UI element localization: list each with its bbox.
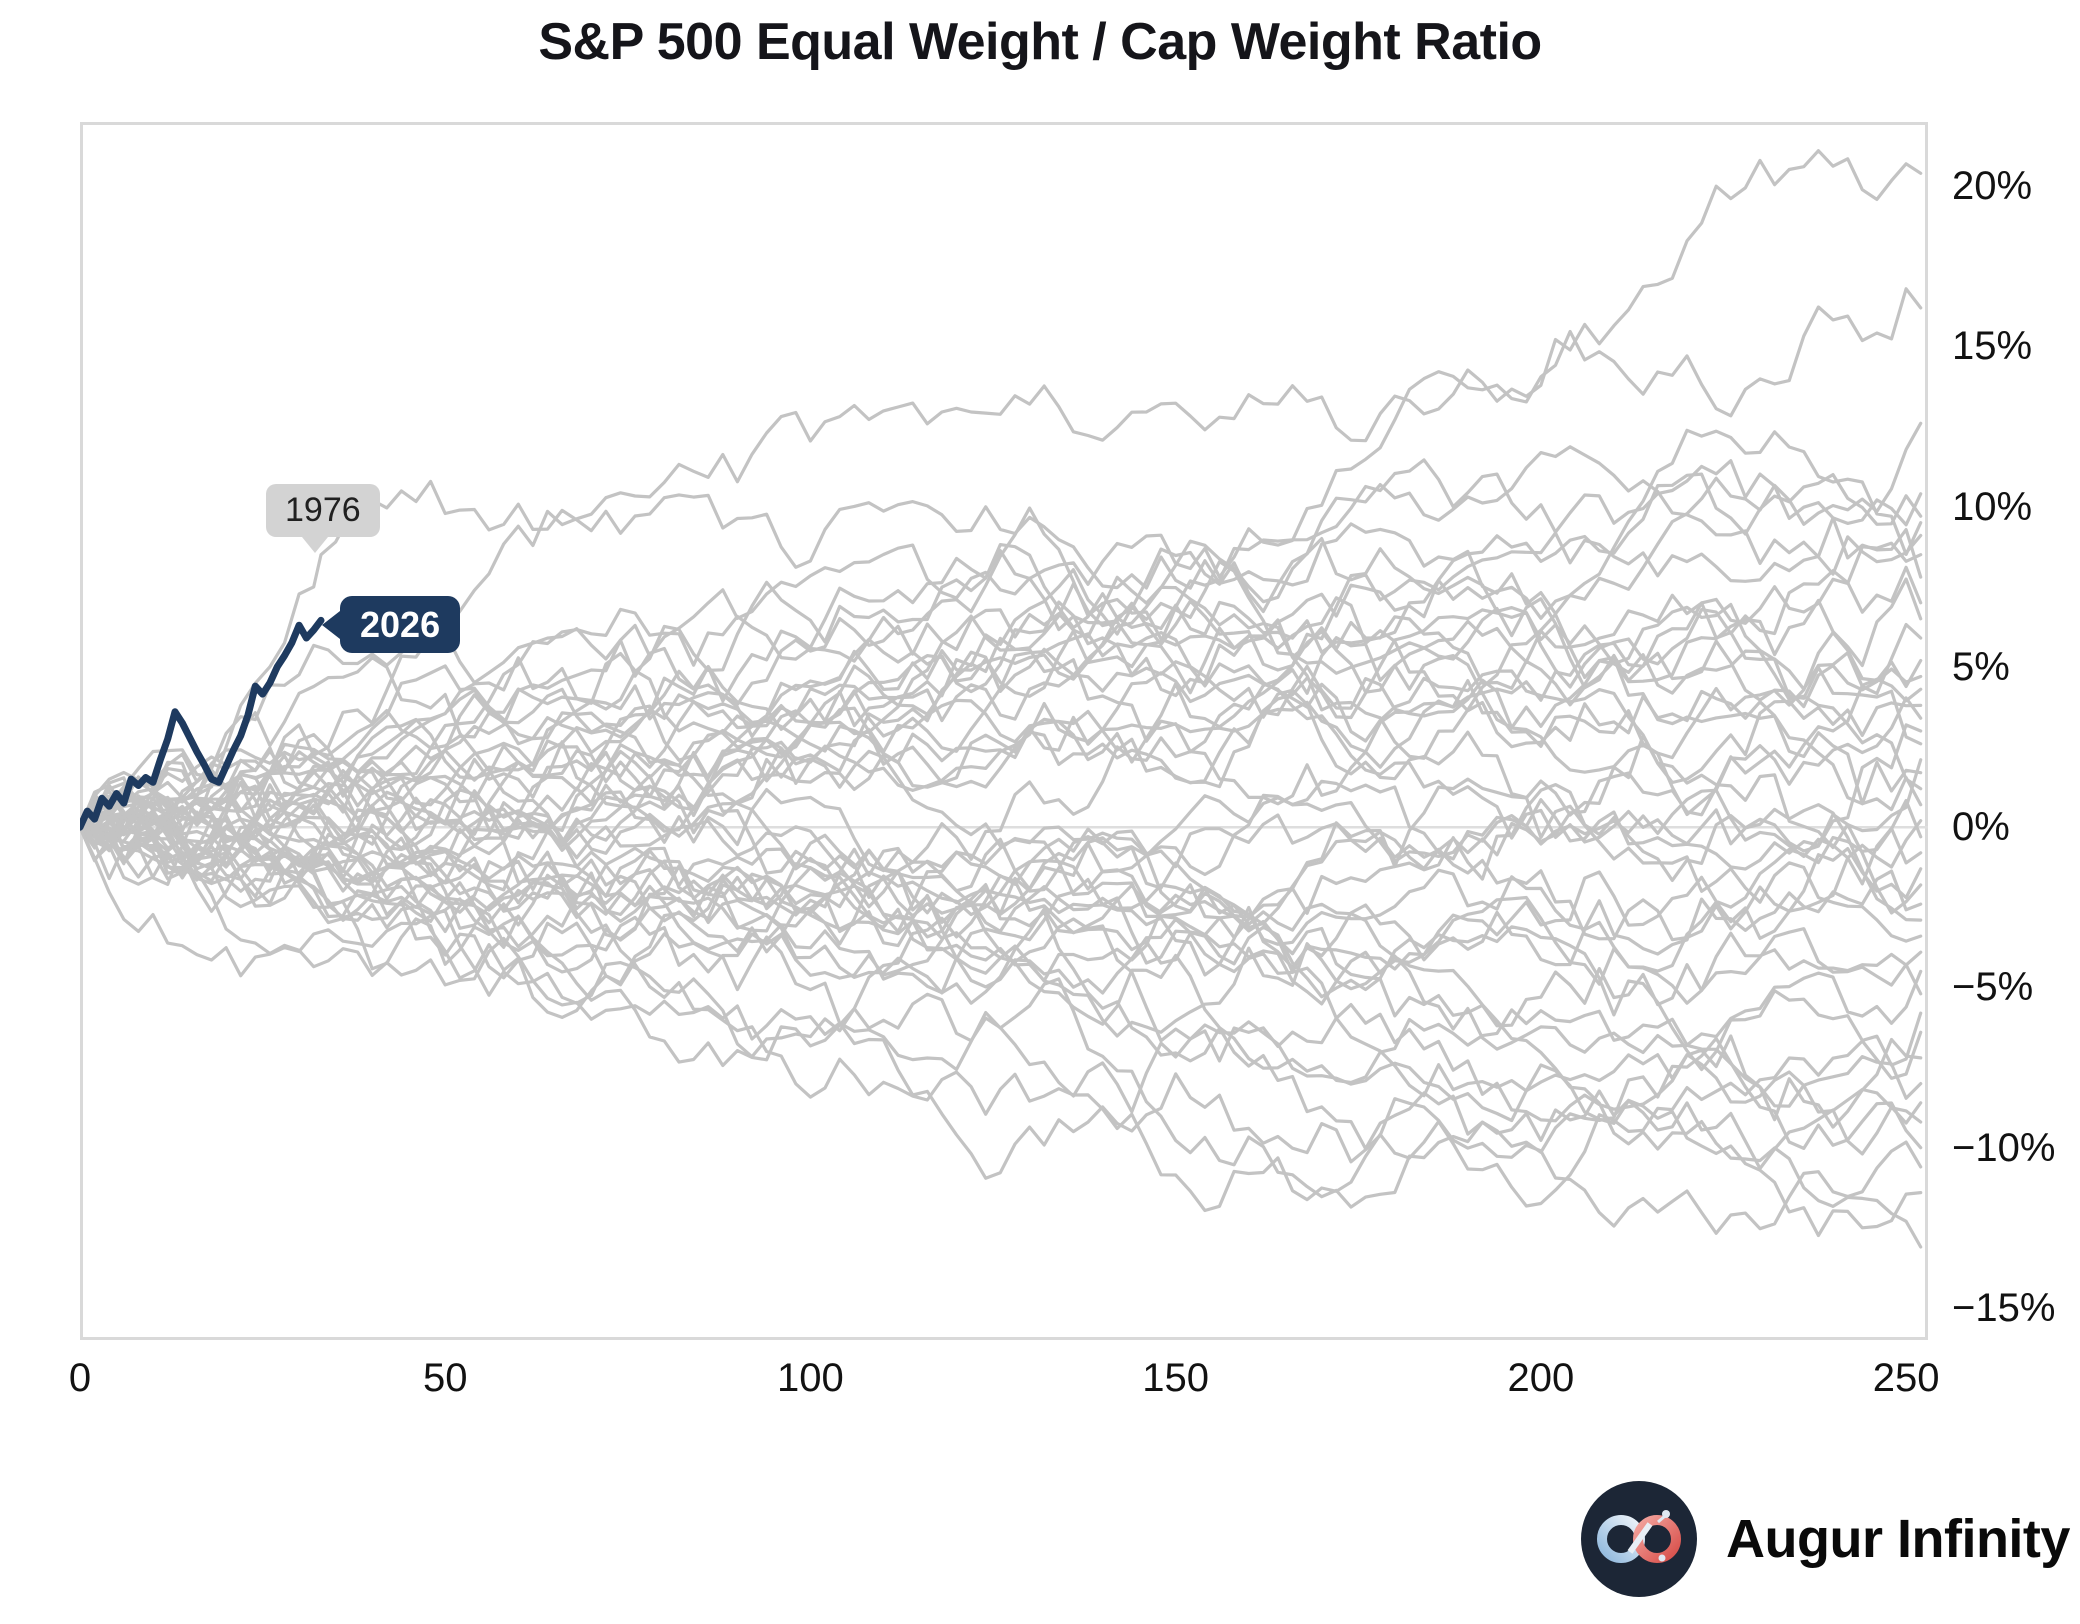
x-tick-label: 200 (1507, 1356, 1575, 1400)
gray-path (80, 776, 1923, 1249)
infinity-slash (1627, 1522, 1653, 1554)
brand-footer: Augur Infinity (1578, 1478, 2070, 1600)
y-tick-label: −5% (1952, 965, 2034, 1010)
gray-path (80, 287, 1923, 851)
gray-path (80, 753, 1923, 1028)
y-tick-label: −15% (1952, 1285, 2056, 1330)
gray-path (80, 560, 1923, 834)
y-tick-label: 15% (1952, 324, 2033, 369)
logo-circuit-trace (1657, 1514, 1666, 1524)
gray-path (80, 631, 1923, 943)
annotation-2026-label: 2026 (360, 604, 441, 645)
y-tick-label: 5% (1952, 644, 2010, 689)
chart-title: S&P 500 Equal Weight / Cap Weight Ratio (538, 13, 1542, 71)
plot-area (80, 122, 1928, 1340)
gray-path (80, 543, 1923, 829)
annotation-1976-label: 1976 (285, 491, 361, 529)
plot-canvas (80, 149, 1928, 1249)
gray-path (80, 808, 1923, 1238)
gray-path (80, 737, 1923, 877)
y-tick-label: −10% (1952, 1125, 2056, 1170)
gray-path (80, 492, 1923, 833)
gray-path (80, 825, 1923, 1085)
ensemble-lines (80, 149, 1923, 1249)
gray-path (80, 445, 1923, 886)
y-tick-label: 10% (1952, 484, 2033, 529)
gray-path (80, 575, 1923, 881)
gray-path (80, 796, 1923, 1129)
line-2026 (80, 616, 325, 831)
gray-path (80, 813, 1923, 956)
gray-path (80, 688, 1923, 940)
x-tick-label: 100 (777, 1356, 844, 1400)
gray-path (80, 458, 1923, 865)
gray-path (80, 772, 1923, 1213)
gray-path (80, 818, 1923, 977)
annotation-1976-callout: 1976 (266, 484, 380, 553)
gray-path (80, 671, 1923, 922)
gray-path (80, 506, 1923, 865)
x-tick-label: 50 (422, 1356, 468, 1400)
x-tick-label: 250 (1872, 1356, 1940, 1400)
x-tick-label: 150 (1142, 1356, 1210, 1400)
gray-path (80, 808, 1923, 1235)
y-tick-label: 0% (1952, 805, 2010, 850)
gray-path (80, 149, 1923, 845)
logo-circuit-dot-2 (1658, 1554, 1666, 1562)
y-tick-label: 20% (1952, 164, 2033, 209)
gray-path (80, 636, 1923, 845)
gray-path (80, 808, 1923, 1072)
highlight-line-2026 (80, 616, 325, 831)
annotation-2026-callout: 2026 (340, 596, 461, 654)
augur-infinity-logo (1581, 1481, 1697, 1597)
brand-name: Augur Infinity (1726, 1509, 2070, 1569)
gray-path (80, 804, 1923, 949)
gray-path (80, 754, 1923, 909)
x-tick-label: 0 (68, 1356, 92, 1400)
